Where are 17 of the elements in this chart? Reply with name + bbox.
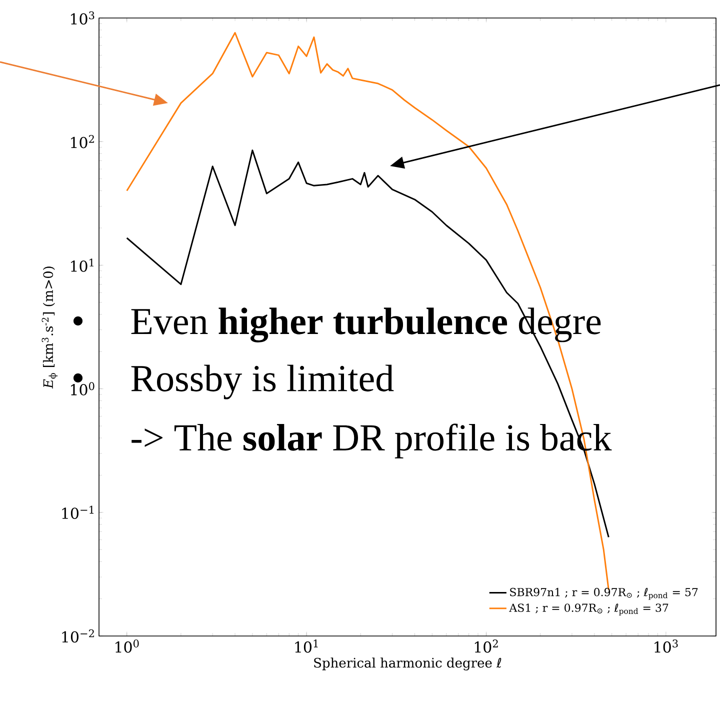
- text: •: [73, 373, 83, 382]
- annotation: Rossby is limited: [131, 364, 394, 400]
- x-tick-label: 10$^{2}$: [474, 640, 498, 653]
- y-tick-label: 10$^{0}$: [71, 382, 94, 396]
- y-tick-label: 10$^{−1}$: [62, 506, 94, 520]
- y-tick-label: 10$^{−2}$: [62, 629, 94, 643]
- y-tick-label: 10$^{3}$: [71, 11, 94, 25]
- y-axis-title: E$_{ϕ}$ [km$^{3}$.s$^{-2}$] (m>0): [42, 266, 58, 389]
- text: •: [73, 316, 83, 326]
- x-tick-label: 10$^{3}$: [654, 640, 678, 653]
- legend-label: AS1 ; r = 0.97R$_{⊙}$ ; ℓ$_{pond}$ = 37: [509, 604, 668, 616]
- x-tick-label: 10$^{0}$: [116, 640, 139, 653]
- x-tick-label: 10$^{1}$: [295, 640, 318, 653]
- y-tick-label: 10$^{2}$: [71, 134, 94, 148]
- y-tick-label: 10$^{1}$: [71, 258, 94, 272]
- x-axis-title: Spherical harmonic degree ℓ: [314, 658, 502, 670]
- legend-label: SBR97n1 ; r = 0.97R$_{⊙}$ ; ℓ$_{pond}$ = 57: [510, 588, 698, 600]
